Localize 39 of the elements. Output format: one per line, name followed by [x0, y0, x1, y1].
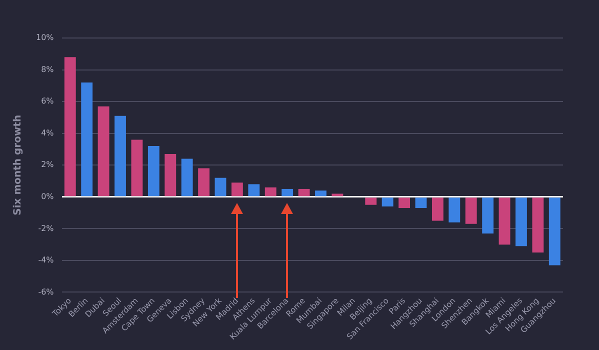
bar [315, 190, 326, 196]
y-tick-label: 10% [36, 33, 54, 42]
bar [148, 146, 160, 196]
y-tick-label: 8% [41, 64, 54, 74]
bar [181, 158, 193, 196]
bar [114, 116, 126, 196]
bar [98, 106, 110, 196]
bar [282, 188, 294, 196]
bar [398, 198, 410, 208]
bar [264, 187, 276, 196]
bar [332, 194, 344, 196]
y-tick-label: 2% [41, 160, 54, 170]
bar [516, 198, 527, 246]
bar [365, 198, 377, 205]
bar [248, 184, 260, 196]
y-tick-label: -6% [38, 287, 54, 296]
bar [64, 57, 76, 196]
bar [448, 198, 460, 222]
y-tick-label: 4% [41, 128, 54, 138]
bar [465, 198, 477, 224]
bar [482, 198, 494, 234]
y-tick-label: -2% [38, 224, 54, 233]
bar [382, 198, 394, 206]
bar [214, 178, 226, 196]
bar [231, 182, 243, 196]
y-axis-title: Six month growth [12, 114, 24, 216]
y-tick-label: 0% [41, 192, 54, 201]
y-tick-label: 6% [41, 96, 54, 106]
bar [198, 168, 210, 196]
y-tick-label: -4% [38, 256, 54, 265]
bar [498, 198, 510, 245]
bar [532, 198, 544, 253]
bar [164, 154, 176, 196]
bar [432, 198, 444, 221]
bar [415, 198, 427, 208]
bar [548, 198, 560, 266]
bar [298, 188, 310, 196]
bar [131, 140, 143, 196]
bar [81, 82, 93, 196]
